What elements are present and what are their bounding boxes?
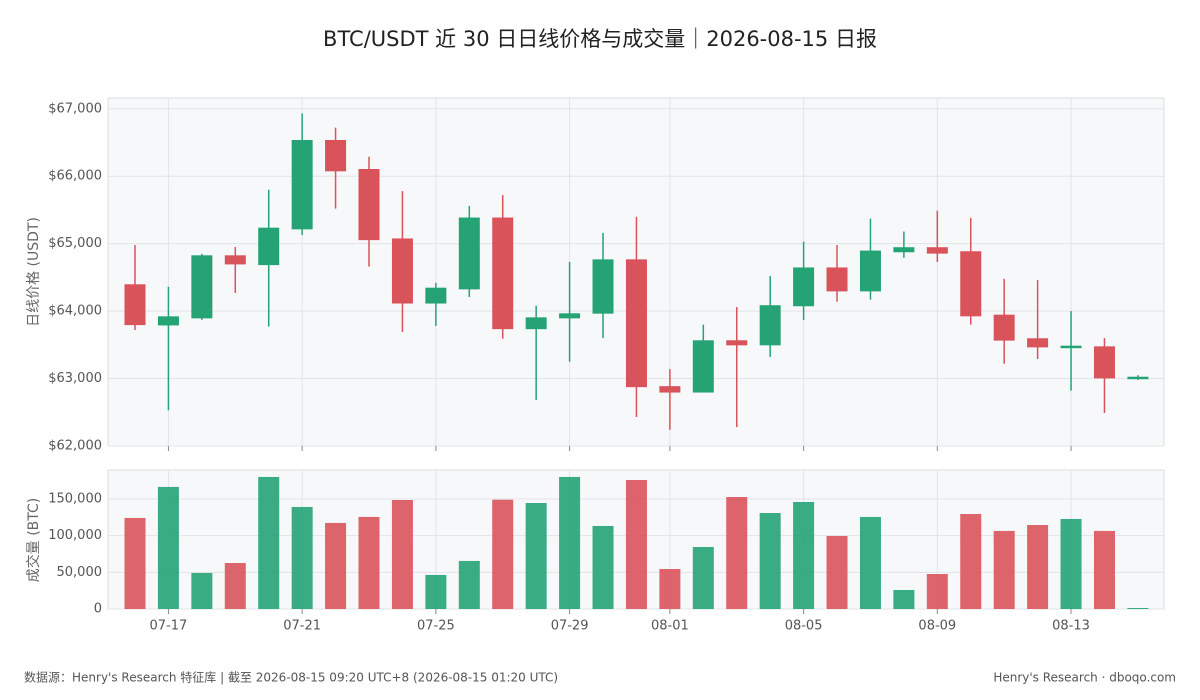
volume-bar: [993, 530, 1015, 609]
candle-body: [659, 386, 681, 393]
candle-body: [926, 247, 948, 254]
y-tick-label: $67,000: [48, 101, 102, 116]
candle-body: [1093, 346, 1115, 379]
volume-bar: [960, 514, 982, 609]
x-tick-label: 08-01: [651, 619, 689, 634]
candle-body: [826, 267, 848, 292]
volume-bar: [592, 525, 614, 609]
volume-bar: [124, 517, 146, 609]
chart-title: BTC/USDT 近 30 日日线价格与成交量｜2026-08-15 日报: [323, 27, 877, 51]
candle-body: [692, 340, 714, 393]
candle-body: [325, 139, 347, 172]
candle-body: [1027, 338, 1049, 348]
candle-body: [458, 217, 480, 290]
volume-bar: [525, 503, 547, 609]
volume-bar: [291, 506, 313, 609]
candle-body: [492, 217, 514, 330]
volume-bar: [692, 547, 714, 609]
candle-body: [893, 247, 915, 253]
x-tick-label: 07-29: [551, 619, 589, 634]
volume-axis-label: 成交量 (BTC): [25, 498, 42, 583]
volume-bar: [258, 476, 280, 609]
candle-body: [993, 314, 1015, 341]
volume-bar: [793, 501, 815, 609]
candle-body: [759, 305, 781, 346]
x-tick-label: 07-21: [283, 619, 321, 634]
candle-body: [559, 313, 581, 319]
y-tick-label: 150,000: [48, 491, 102, 506]
candle-body: [425, 287, 447, 304]
volume-bar: [859, 516, 881, 609]
y-tick-label: 0: [94, 602, 102, 617]
volume-bar: [358, 516, 380, 609]
footer-source: 数据源：Henry's Research 特征库 | 截至 2026-08-15…: [24, 670, 558, 685]
candle-body: [1127, 376, 1149, 380]
volume-bar: [759, 512, 781, 609]
x-tick-label: 07-17: [150, 619, 188, 634]
candle-body: [224, 255, 246, 265]
y-tick-label: $66,000: [48, 169, 102, 184]
x-tick-label: 08-05: [785, 619, 823, 634]
volume-bar: [1093, 530, 1115, 609]
candle-body: [124, 284, 146, 326]
volume-bar: [492, 499, 514, 609]
candle-body: [157, 316, 179, 326]
candle-body: [793, 267, 815, 307]
y-tick-label: $62,000: [48, 439, 102, 454]
candle-body: [258, 227, 280, 266]
candle-body: [525, 317, 547, 330]
x-tick-label: 08-13: [1052, 619, 1090, 634]
volume-bar: [625, 479, 647, 609]
candle-body: [291, 139, 313, 230]
y-tick-label: $65,000: [48, 236, 102, 251]
volume-bar: [726, 496, 748, 609]
candle-body: [358, 168, 380, 241]
y-tick-label: $64,000: [48, 304, 102, 319]
volume-bar: [659, 569, 681, 609]
candle-body: [960, 251, 982, 317]
volume-bar: [425, 574, 447, 609]
volume-bar: [157, 486, 179, 609]
volume-bar: [826, 536, 848, 609]
candle-body: [391, 238, 413, 304]
volume-bar: [1060, 518, 1082, 609]
x-tick-label: 07-25: [417, 619, 455, 634]
volume-bar: [224, 563, 246, 609]
volume-bar: [926, 574, 948, 609]
candle-body: [625, 259, 647, 388]
volume-bar: [458, 560, 480, 609]
volume-bar: [391, 500, 413, 609]
y-tick-label: $63,000: [48, 371, 102, 386]
y-tick-label: 100,000: [48, 528, 102, 543]
candle-body: [191, 255, 213, 319]
x-tick-label: 08-09: [918, 619, 956, 634]
volume-bar: [1127, 607, 1149, 609]
volume-bar: [559, 476, 581, 609]
footer-brand: Henry's Research · dboqo.com: [993, 671, 1176, 685]
candle-body: [1060, 345, 1082, 349]
volume-bar: [325, 522, 347, 609]
y-axis-label: 日线价格 (USDT): [26, 217, 42, 327]
volume-bar: [191, 572, 213, 609]
candle-body: [592, 259, 614, 314]
candle-body: [726, 340, 748, 346]
y-tick-label: 50,000: [57, 565, 103, 580]
volume-bar: [1027, 525, 1049, 609]
volume-bar: [893, 590, 915, 609]
candle-body: [859, 250, 881, 292]
